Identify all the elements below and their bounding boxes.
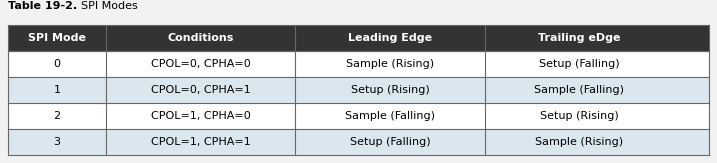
Text: CPOL=0, CPHA=1: CPOL=0, CPHA=1	[151, 85, 251, 95]
Text: Sample (Falling): Sample (Falling)	[345, 111, 435, 121]
Text: 3: 3	[54, 137, 60, 147]
Bar	[8, 25, 709, 51]
Text: Table 19-2.: Table 19-2.	[8, 1, 77, 11]
Text: Trailing eDge: Trailing eDge	[538, 33, 621, 43]
Text: 1: 1	[54, 85, 60, 95]
Bar	[8, 51, 709, 77]
Text: CPOL=1, CPHA=1: CPOL=1, CPHA=1	[151, 137, 251, 147]
Text: Setup (Falling): Setup (Falling)	[350, 137, 430, 147]
Text: Setup (Rising): Setup (Rising)	[540, 111, 619, 121]
Bar	[8, 103, 709, 129]
Text: 2: 2	[54, 111, 61, 121]
Text: SPI Mode: SPI Mode	[28, 33, 86, 43]
Text: CPOL=0, CPHA=0: CPOL=0, CPHA=0	[151, 59, 251, 69]
Text: SPI Modes: SPI Modes	[67, 1, 138, 11]
Text: 0: 0	[54, 59, 60, 69]
Text: Setup (Rising): Setup (Rising)	[351, 85, 429, 95]
Bar	[8, 77, 709, 103]
Text: Sample (Falling): Sample (Falling)	[534, 85, 625, 95]
Bar	[8, 129, 709, 155]
Text: Setup (Falling): Setup (Falling)	[539, 59, 619, 69]
Text: CPOL=1, CPHA=0: CPOL=1, CPHA=0	[151, 111, 251, 121]
Text: Sample (Rising): Sample (Rising)	[536, 137, 623, 147]
Text: Leading Edge: Leading Edge	[348, 33, 432, 43]
Text: Sample (Rising): Sample (Rising)	[346, 59, 434, 69]
Text: Conditions: Conditions	[168, 33, 234, 43]
